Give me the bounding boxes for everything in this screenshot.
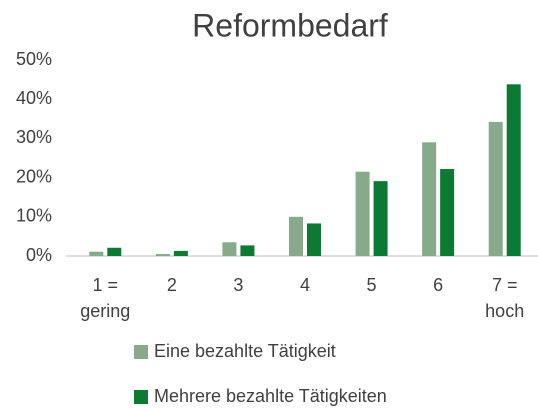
x-tick-label: 6 bbox=[433, 275, 444, 295]
legend-label: Eine bezahlte Tätigkeit bbox=[154, 341, 336, 361]
y-tick-label: 50% bbox=[16, 49, 52, 69]
x-tick-label: 4 bbox=[299, 275, 310, 295]
legend-swatch bbox=[134, 390, 148, 404]
bar bbox=[155, 254, 170, 256]
bar bbox=[222, 242, 237, 256]
bar bbox=[440, 168, 455, 256]
chart-title: Reformbedarf bbox=[192, 7, 388, 43]
x-tick-label: 3 bbox=[233, 275, 244, 295]
y-tick-label: 30% bbox=[16, 127, 52, 147]
x-tick-label: 2 bbox=[166, 275, 177, 295]
bar bbox=[355, 171, 370, 256]
bar bbox=[488, 121, 503, 256]
bar bbox=[373, 181, 388, 256]
bar bbox=[422, 142, 437, 256]
x-tick-label: 5 bbox=[366, 275, 377, 295]
bar bbox=[506, 84, 521, 256]
y-tick-label: 10% bbox=[16, 206, 52, 226]
y-tick-label: 20% bbox=[16, 166, 52, 186]
bar bbox=[307, 223, 321, 256]
legend-label: Mehrere bezahlte Tätigkeiten bbox=[154, 386, 387, 406]
bar bbox=[289, 216, 303, 256]
bar bbox=[89, 251, 104, 256]
x-tick-label: 7 = hoch bbox=[485, 275, 525, 321]
y-tick-label: 0% bbox=[26, 245, 52, 265]
bar bbox=[173, 250, 188, 256]
y-tick-label: 40% bbox=[16, 88, 52, 108]
bar bbox=[107, 247, 122, 256]
x-tick-label: 1 = gering bbox=[80, 275, 131, 321]
bar bbox=[240, 245, 255, 256]
legend-swatch bbox=[134, 345, 148, 359]
